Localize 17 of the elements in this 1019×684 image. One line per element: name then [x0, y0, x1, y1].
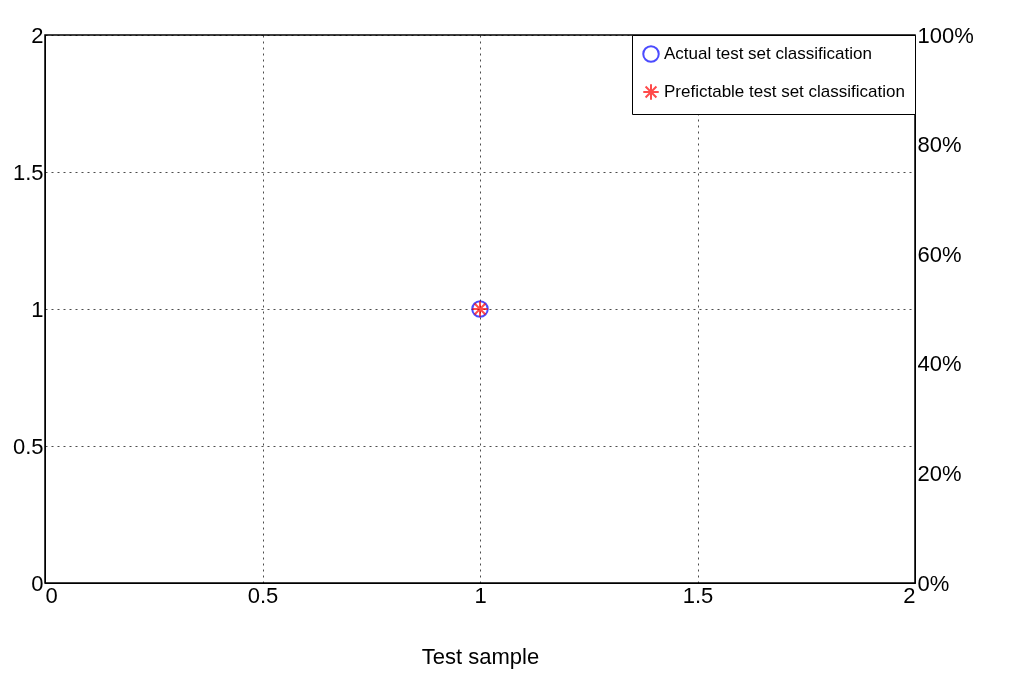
y-tick-label: 1.5: [12, 159, 44, 185]
y2-tick-label: 60%: [917, 241, 962, 267]
y2-tick-label: 0%: [917, 570, 950, 596]
legend-label: Actual test set classification: [664, 44, 872, 63]
x-axis-title: Test sample: [421, 643, 540, 669]
y2-tick-label: 20%: [917, 460, 962, 486]
y-tick-label: 0.5: [12, 433, 44, 459]
x-tick-label: 2: [903, 582, 916, 608]
y2-tick-label: 40%: [917, 351, 962, 377]
x-tick-label: 1.5: [682, 582, 714, 608]
y2-tick-label: 80%: [917, 132, 962, 158]
y-tick-label: 1: [31, 296, 44, 322]
x-tick-label: 1: [474, 582, 487, 608]
y2-tick-label: 100%: [917, 22, 974, 48]
legend-label: Prefictable test set classification: [664, 82, 905, 101]
x-tick-label: 0.5: [247, 582, 279, 608]
y-tick-label: 2: [31, 22, 44, 48]
